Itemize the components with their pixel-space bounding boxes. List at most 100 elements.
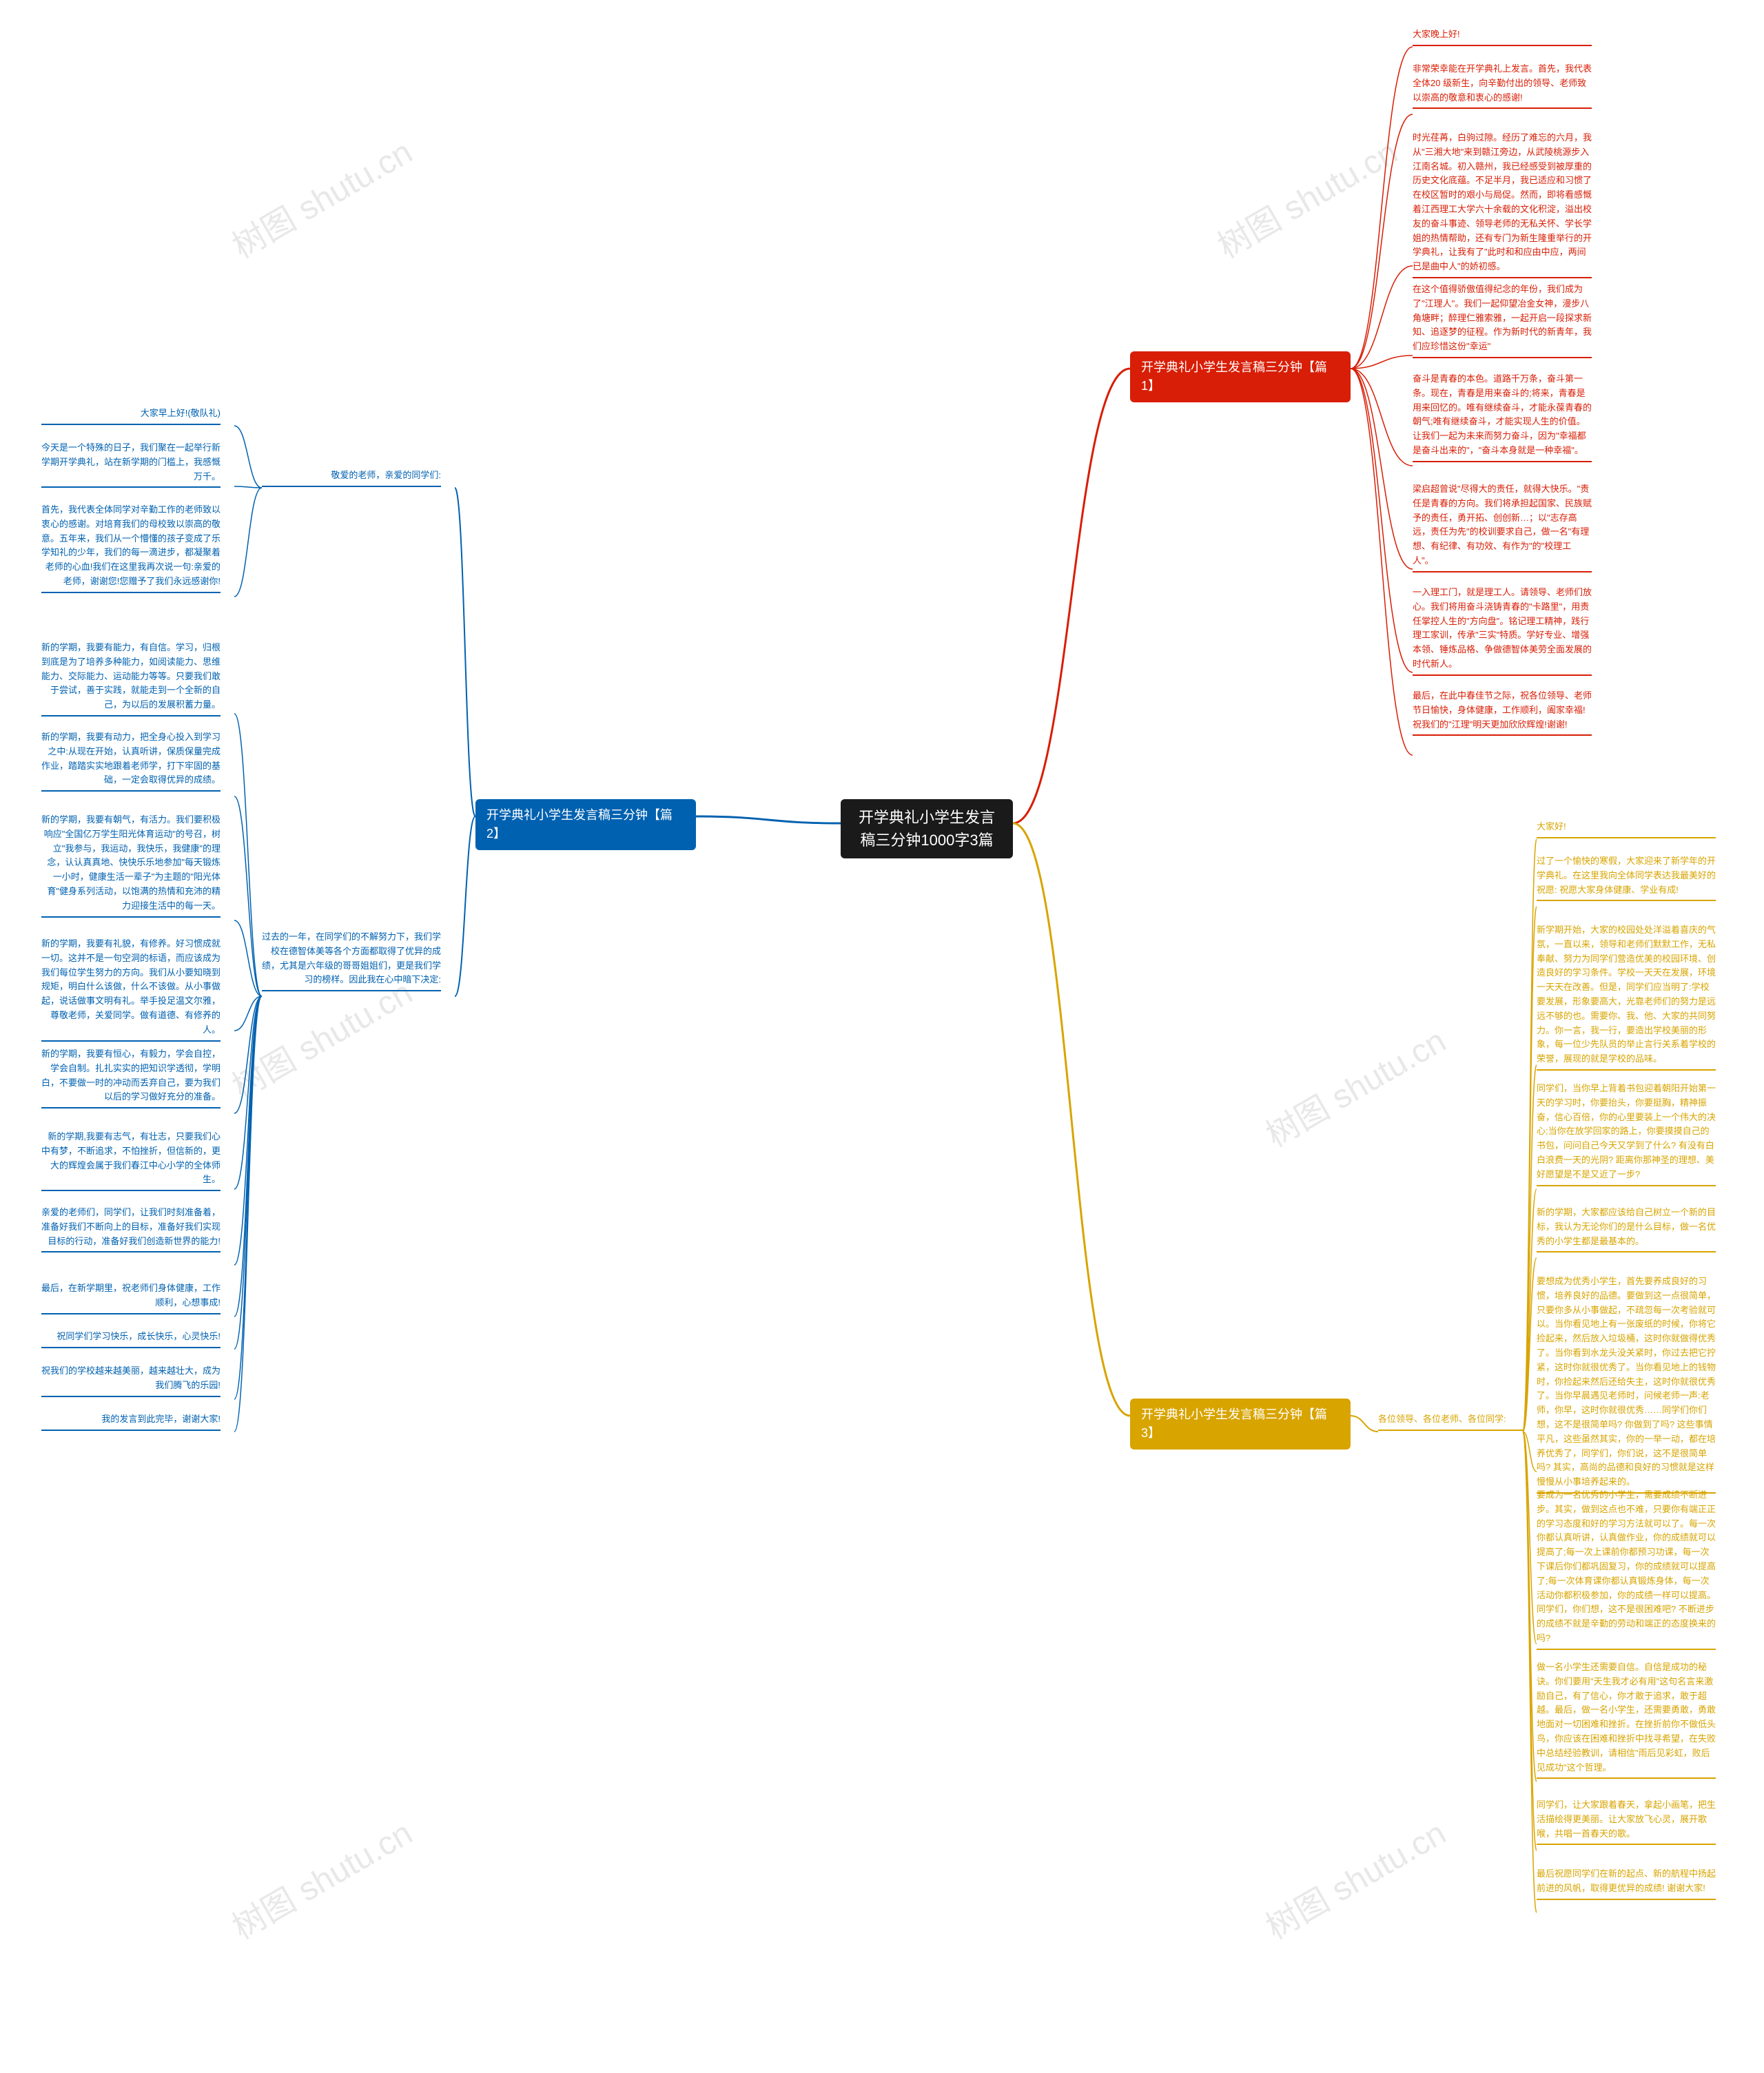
leaf-text: 要成为一名优秀的小学生，需要成绩不断进步。其实，做到这点也不难，只要你有端正正的… bbox=[1537, 1488, 1716, 1646]
branch-node: 开学典礼小学生发言稿三分钟【篇2】 bbox=[475, 799, 696, 850]
leaf-node: 梁启超曾说"尽得大的责任，就得大快乐。"责任是青春的方向。我们将承担起国家、民族… bbox=[1413, 482, 1592, 573]
leaf-text: 要想成为优秀小学生，首先要养成良好的习惯，培养良好的品德。要做到这一点很简单，只… bbox=[1537, 1275, 1716, 1489]
leaf-node: 做一名小学生还需要自信。自信是成功的秘诀。你们要用"天生我才必有用"这句名言来激… bbox=[1537, 1660, 1716, 1779]
watermark: 树图 shutu.cn bbox=[222, 1806, 420, 1948]
watermark: 树图 shutu.cn bbox=[222, 125, 420, 267]
leaf-underline bbox=[1537, 1649, 1716, 1650]
leaf-node: 同学们，让大家跟着春天，拿起小画笔，把生活描绘得更美丽。让大家放飞心灵，展开歌喉… bbox=[1537, 1798, 1716, 1845]
leaf-underline bbox=[41, 1396, 220, 1397]
leaf-underline bbox=[1537, 1251, 1716, 1252]
leaf-node: 要想成为优秀小学生，首先要养成良好的习惯，培养良好的品德。要做到这一点很简单，只… bbox=[1537, 1275, 1716, 1494]
leaf-text: 新学期开始，大家的校园处处洋溢着喜庆的气氛，一直以来，领导和老师们默默工作，无私… bbox=[1537, 923, 1716, 1066]
leaf-node: 新的学期，我要有朝气，有活力。我们要积极响应"全国亿万学生阳光体育运动"的号召，… bbox=[41, 813, 220, 918]
branch-node: 开学典礼小学生发言稿三分钟【篇1】 bbox=[1130, 351, 1351, 402]
leaf-text: 新的学期，我要有恒心，有毅力，学会自控，学会自制。扎扎实实的把知识学透彻，学明白… bbox=[41, 1047, 220, 1104]
leaf-node: 新的学期，我要有恒心，有毅力，学会自控，学会自制。扎扎实实的把知识学透彻，学明白… bbox=[41, 1047, 220, 1108]
leaf-underline bbox=[1537, 1185, 1716, 1186]
leaf-text: 今天是一个特殊的日子，我们聚在一起举行新学期开学典礼，站在新学期的门槛上，我感慨… bbox=[41, 441, 220, 484]
leaf-underline bbox=[1413, 674, 1592, 676]
leaf-text: 首先，我代表全体同学对辛勤工作的老师致以衷心的感谢。对培育我们的母校致以崇高的敬… bbox=[41, 503, 220, 589]
leaf-underline bbox=[41, 916, 220, 918]
leaf-text: 新的学期，我要有动力，把全身心投入到学习之中:从现在开始，认真听讲，保质保量完成… bbox=[41, 730, 220, 787]
leaf-underline bbox=[1413, 734, 1592, 736]
leaf-underline bbox=[41, 715, 220, 716]
leaf-underline bbox=[1537, 1777, 1716, 1779]
leaf-text: 亲爱的老师们，同学们，让我们时刻准备着，准备好我们不断向上的目标，准备好我们实现… bbox=[41, 1206, 220, 1248]
leaf-text: 过了一个愉快的寒假，大家迎来了新学年的开学典礼。在这里我向全体同学表达我最美好的… bbox=[1537, 854, 1716, 897]
leaf-text: 我的发言到此完毕，谢谢大家! bbox=[41, 1412, 220, 1427]
watermark: 树图 shutu.cn bbox=[1255, 1806, 1453, 1948]
leaf-node: 一入理工门，就是理工人。请领导、老师们放心。我们将用奋斗浇铸青春的"卡路里"，用… bbox=[1413, 586, 1592, 676]
leaf-text: 大家早上好!(敬队礼) bbox=[41, 406, 220, 421]
leaf-node: 新的学期，大家都应该给自己树立一个新的目标，我认为无论你们的是什么目标，做一名优… bbox=[1537, 1206, 1716, 1252]
sublabel-underline bbox=[262, 486, 441, 487]
leaf-node: 新的学期，我要有动力，把全身心投入到学习之中:从现在开始，认真听讲，保质保量完成… bbox=[41, 730, 220, 792]
leaf-underline bbox=[41, 424, 220, 425]
leaf-node: 奋斗是青春的本色。道路千万条，奋斗第一条。现在，青春是用来奋斗的;将来，青春是用… bbox=[1413, 372, 1592, 462]
leaf-node: 最后，在新学期里，祝老师们身体健康，工作顺利，心想事成! bbox=[41, 1281, 220, 1314]
leaf-underline bbox=[41, 1190, 220, 1191]
sublabel-text: 过去的一年，在同学们的不解努力下，我们学校在德智体美等各个方面都取得了优异的成绩… bbox=[262, 930, 441, 987]
leaf-underline bbox=[1413, 461, 1592, 462]
sublabel-text: 敬爱的老师，亲爱的同学们: bbox=[262, 468, 441, 483]
leaf-underline bbox=[1413, 107, 1592, 109]
sublabel-node: 敬爱的老师，亲爱的同学们: bbox=[262, 468, 441, 487]
watermark: 树图 shutu.cn bbox=[1207, 125, 1405, 267]
leaf-underline bbox=[1413, 277, 1592, 278]
leaf-text: 新的学期，我要有能力，有自信。学习，归根到底是为了培养多种能力，如阅读能力、思维… bbox=[41, 641, 220, 712]
leaf-node: 祝同学们学习快乐，成长快乐，心灵快乐! bbox=[41, 1330, 220, 1348]
leaf-text: 新的学期，大家都应该给自己树立一个新的目标，我认为无论你们的是什么目标，做一名优… bbox=[1537, 1206, 1716, 1248]
watermark: 树图 shutu.cn bbox=[1255, 1014, 1453, 1156]
leaf-node: 新的学期，我要有礼貌，有修养。好习惯成就一切。这并不是一句空洞的标语，而应该成为… bbox=[41, 937, 220, 1042]
leaf-node: 祝我们的学校越来越美丽，越来越壮大，成为我们腾飞的乐园! bbox=[41, 1364, 220, 1397]
sublabel-node: 各位领导、各位老师、各位同学: bbox=[1378, 1412, 1523, 1431]
leaf-underline bbox=[1413, 45, 1592, 46]
leaf-underline bbox=[1413, 571, 1592, 573]
leaf-underline bbox=[41, 486, 220, 488]
leaf-node: 过了一个愉快的寒假，大家迎来了新学年的开学典礼。在这里我向全体同学表达我最美好的… bbox=[1537, 854, 1716, 901]
leaf-underline bbox=[1537, 1899, 1716, 1900]
sublabel-text: 各位领导、各位老师、各位同学: bbox=[1378, 1412, 1523, 1427]
leaf-underline bbox=[41, 592, 220, 593]
leaf-node: 新学期开始，大家的校园处处洋溢着喜庆的气氛，一直以来，领导和老师们默默工作，无私… bbox=[1537, 923, 1716, 1071]
leaf-node: 大家晚上好! bbox=[1413, 28, 1592, 46]
leaf-underline bbox=[1537, 837, 1716, 838]
leaf-text: 同学们，当你早上背着书包迎着朝阳开始第一天的学习时，你要抬头，你要挺胸，精神振奋… bbox=[1537, 1082, 1716, 1182]
leaf-node: 非常荣幸能在开学典礼上发言。首先，我代表全体20 级新生，向辛勤付出的领导、老师… bbox=[1413, 62, 1592, 109]
leaf-text: 在这个值得骄傲值得纪念的年份，我们成为了"江理人"。我们一起仰望冶金女神，漫步八… bbox=[1413, 282, 1592, 354]
leaf-node: 大家好! bbox=[1537, 820, 1716, 838]
leaf-text: 做一名小学生还需要自信。自信是成功的秘诀。你们要用"天生我才必有用"这句名言来激… bbox=[1537, 1660, 1716, 1775]
leaf-underline bbox=[41, 1347, 220, 1348]
leaf-text: 同学们，让大家跟着春天，拿起小画笔，把生活描绘得更美丽。让大家放飞心灵，展开歌喉… bbox=[1537, 1798, 1716, 1841]
leaf-text: 时光荏苒，白驹过隙。经历了难忘的六月，我从"三湘大地"来到赣江旁边，从武陵桃源步… bbox=[1413, 131, 1592, 274]
leaf-text: 非常荣幸能在开学典礼上发言。首先，我代表全体20 级新生，向辛勤付出的领导、老师… bbox=[1413, 62, 1592, 105]
leaf-underline bbox=[41, 1040, 220, 1042]
leaf-node: 同学们，当你早上背着书包迎着朝阳开始第一天的学习时，你要抬头，你要挺胸，精神振奋… bbox=[1537, 1082, 1716, 1186]
leaf-node: 首先，我代表全体同学对辛勤工作的老师致以衷心的感谢。对培育我们的母校致以崇高的敬… bbox=[41, 503, 220, 593]
leaf-underline bbox=[1537, 900, 1716, 901]
leaf-text: 祝同学们学习快乐，成长快乐，心灵快乐! bbox=[41, 1330, 220, 1344]
leaf-node: 最后祝愿同学们在新的起点、新的航程中扬起前进的风帆，取得更优异的成绩! 谢谢大家… bbox=[1537, 1867, 1716, 1900]
leaf-underline bbox=[1537, 1069, 1716, 1071]
leaf-node: 要成为一名优秀的小学生，需要成绩不断进步。其实，做到这点也不难，只要你有端正正的… bbox=[1537, 1488, 1716, 1650]
leaf-underline bbox=[41, 1107, 220, 1108]
leaf-underline bbox=[41, 1313, 220, 1314]
leaf-text: 大家晚上好! bbox=[1413, 28, 1592, 42]
leaf-text: 新的学期，我要有朝气，有活力。我们要积极响应"全国亿万学生阳光体育运动"的号召，… bbox=[41, 813, 220, 914]
leaf-text: 一入理工门，就是理工人。请领导、老师们放心。我们将用奋斗浇铸青春的"卡路里"，用… bbox=[1413, 586, 1592, 672]
leaf-node: 我的发言到此完毕，谢谢大家! bbox=[41, 1412, 220, 1431]
leaf-node: 今天是一个特殊的日子，我们聚在一起举行新学期开学典礼，站在新学期的门槛上，我感慨… bbox=[41, 441, 220, 488]
leaf-text: 最后，在新学期里，祝老师们身体健康，工作顺利，心想事成! bbox=[41, 1281, 220, 1310]
leaf-text: 大家好! bbox=[1537, 820, 1716, 834]
center-node: 开学典礼小学生发言稿三分钟1000字3篇 bbox=[841, 799, 1013, 858]
sublabel-node: 过去的一年，在同学们的不解努力下，我们学校在德智体美等各个方面都取得了优异的成绩… bbox=[262, 930, 441, 991]
leaf-text: 新的学期,我要有志气，有壮志，只要我们心中有梦，不断追求，不怕挫折，但信新的，更… bbox=[41, 1130, 220, 1187]
leaf-underline bbox=[41, 790, 220, 792]
sublabel-underline bbox=[1378, 1430, 1523, 1431]
leaf-node: 最后，在此中春佳节之际，祝各位领导、老师节日愉快，身体健康，工作顺利，阖家幸福!… bbox=[1413, 689, 1592, 736]
leaf-node: 时光荏苒，白驹过隙。经历了难忘的六月，我从"三湘大地"来到赣江旁边，从武陵桃源步… bbox=[1413, 131, 1592, 278]
leaf-text: 最后，在此中春佳节之际，祝各位领导、老师节日愉快，身体健康，工作顺利，阖家幸福!… bbox=[1413, 689, 1592, 732]
leaf-node: 大家早上好!(敬队礼) bbox=[41, 406, 220, 425]
leaf-underline bbox=[1537, 1844, 1716, 1845]
leaf-node: 新的学期，我要有能力，有自信。学习，归根到底是为了培养多种能力，如阅读能力、思维… bbox=[41, 641, 220, 716]
